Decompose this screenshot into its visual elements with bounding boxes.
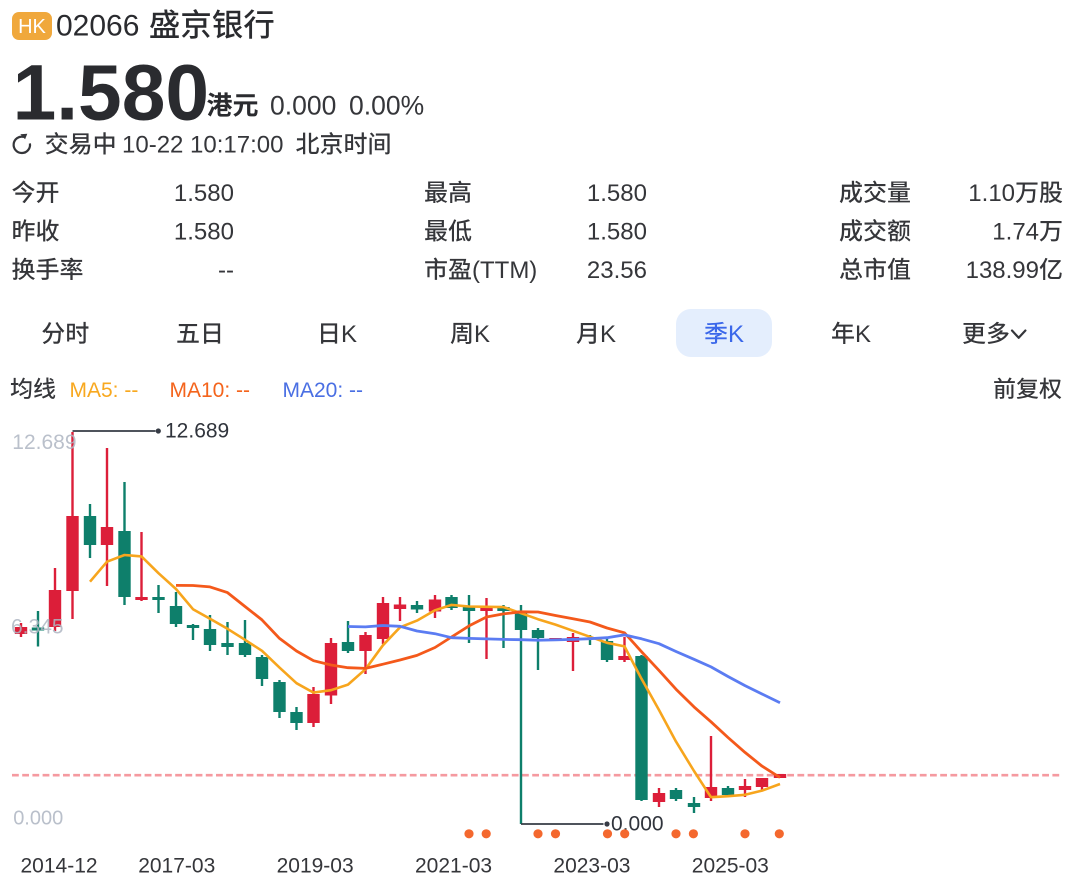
svg-text:K: K xyxy=(341,321,357,348)
svg-text:0.000: 0.000 xyxy=(611,813,664,836)
svg-text:MA5: --: MA5: -- xyxy=(70,379,139,402)
svg-text:23.56: 23.56 xyxy=(587,257,647,284)
svg-text:0.000: 0.000 xyxy=(270,91,336,121)
svg-text:0.000: 0.000 xyxy=(13,808,63,830)
svg-text:02066: 02066 xyxy=(56,10,139,43)
svg-text:K: K xyxy=(600,321,616,348)
svg-text:1.74: 1.74 xyxy=(992,219,1039,246)
svg-text:1.580: 1.580 xyxy=(587,180,647,207)
svg-text:138.99: 138.99 xyxy=(966,257,1039,284)
svg-text:2025-03: 2025-03 xyxy=(692,855,769,878)
svg-text:12.689: 12.689 xyxy=(165,420,229,443)
svg-text:2017-03: 2017-03 xyxy=(138,855,215,878)
svg-text:10-22 10:17:00: 10-22 10:17:00 xyxy=(122,132,283,159)
svg-text:6.345: 6.345 xyxy=(11,616,64,639)
svg-text:1.580: 1.580 xyxy=(587,219,647,246)
svg-text:K: K xyxy=(474,321,490,348)
svg-text:1.580: 1.580 xyxy=(13,49,209,137)
svg-text:1.10: 1.10 xyxy=(968,180,1015,207)
svg-text:--: -- xyxy=(218,257,234,284)
svg-text:K: K xyxy=(855,321,871,348)
svg-text:1.580: 1.580 xyxy=(174,180,234,207)
svg-text:12.689: 12.689 xyxy=(12,431,76,454)
svg-text:(TTM): (TTM) xyxy=(472,257,537,284)
svg-text:K: K xyxy=(728,321,744,348)
svg-text:0.00%: 0.00% xyxy=(349,91,424,121)
svg-text:2023-03: 2023-03 xyxy=(553,855,630,878)
svg-text:MA20: --: MA20: -- xyxy=(283,379,364,402)
svg-text:2014-12: 2014-12 xyxy=(21,855,98,878)
svg-text:HK: HK xyxy=(18,16,46,38)
svg-text:2021-03: 2021-03 xyxy=(415,855,492,878)
svg-text:2019-03: 2019-03 xyxy=(277,855,354,878)
svg-text:MA10: --: MA10: -- xyxy=(170,379,251,402)
svg-text:1.580: 1.580 xyxy=(174,219,234,246)
